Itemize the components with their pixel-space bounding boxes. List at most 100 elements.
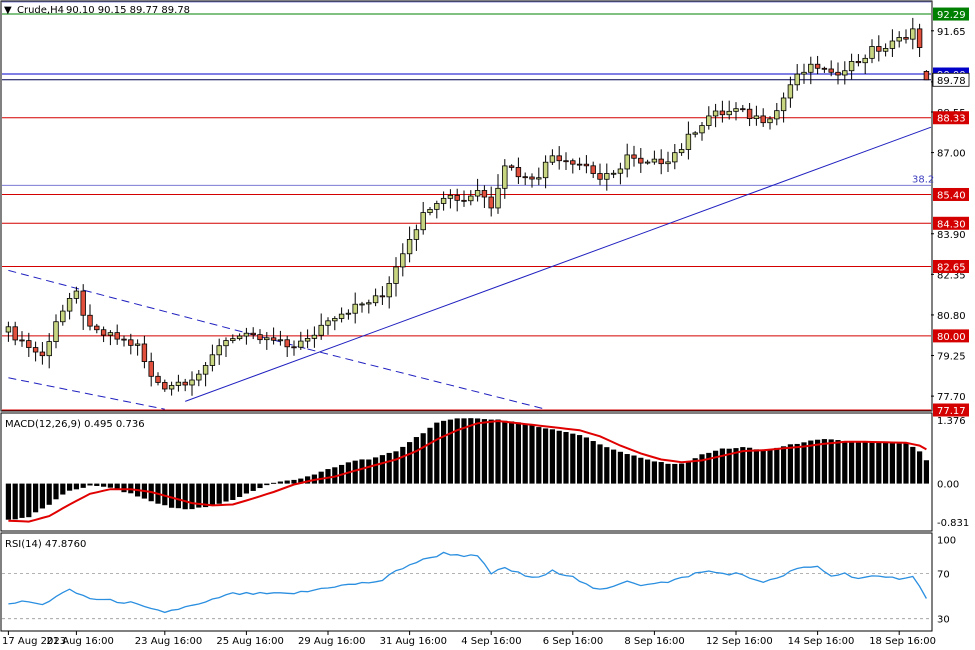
macd-bar-97 xyxy=(665,463,671,484)
candle-body-84 xyxy=(576,163,583,166)
macd-bar-54 xyxy=(373,457,379,484)
macd-bar-69 xyxy=(475,418,481,484)
macd-panel-frame xyxy=(0,412,933,532)
candle-body-40 xyxy=(277,339,284,342)
candle-body-118 xyxy=(808,63,814,73)
macd-bar-47 xyxy=(325,469,331,484)
macd-bar-58 xyxy=(400,446,406,484)
candle-body-103 xyxy=(706,115,712,126)
rsi-tick-label-0: 100 xyxy=(937,536,956,547)
macd-bar-43 xyxy=(298,478,304,484)
candle-body-132 xyxy=(903,37,909,40)
candle-body-111 xyxy=(760,115,766,124)
macd-bar-101 xyxy=(692,458,698,484)
candle-body-104 xyxy=(712,110,719,117)
candle-body-91 xyxy=(624,154,630,170)
macd-bar-35 xyxy=(243,483,249,494)
candle-body-59 xyxy=(406,239,413,255)
macd-bar-53 xyxy=(366,459,372,484)
level-tag-4 xyxy=(933,187,969,201)
macd-bar-51 xyxy=(352,460,358,484)
level-tag-7 xyxy=(933,329,969,343)
candle-body-6 xyxy=(46,341,52,357)
macd-bar-68 xyxy=(468,418,474,484)
candle-body-98 xyxy=(672,152,678,163)
level-tag-label-8: 77.17 xyxy=(937,406,966,417)
price-tick-label-8: 77.70 xyxy=(937,392,966,403)
macd-bar-13 xyxy=(94,483,100,486)
candle-body-96 xyxy=(658,158,664,165)
candle-body-17 xyxy=(121,338,127,341)
candle-body-131 xyxy=(896,37,902,42)
candle-body-12 xyxy=(87,314,93,327)
fibo-label-0: 50.0 xyxy=(912,0,934,2)
macd-bar-135 xyxy=(923,460,929,484)
candle-body-114 xyxy=(780,97,787,112)
macd-bar-36 xyxy=(250,483,256,491)
macd-bar-116 xyxy=(794,443,800,484)
macd-bar-115 xyxy=(787,444,793,484)
time-tick-label-9: 12 Sep 16:00 xyxy=(706,636,773,647)
candle-body-67 xyxy=(461,199,467,202)
candle-body-99 xyxy=(678,149,685,154)
price-tick-label-0: 91.65 xyxy=(937,27,966,38)
candle-body-88 xyxy=(604,173,610,180)
macd-bar-56 xyxy=(386,452,392,484)
candle-body-102 xyxy=(699,125,705,134)
macd-bar-109 xyxy=(747,447,753,484)
rsi-title: RSI(14) 47.8760 xyxy=(5,539,86,550)
macd-bar-104 xyxy=(713,450,719,484)
macd-bar-127 xyxy=(869,441,875,484)
candle-body-16 xyxy=(114,332,120,340)
level-tag-label-2: 89.78 xyxy=(937,76,966,87)
trendline-channel-upper xyxy=(8,269,308,350)
candle-body-116 xyxy=(794,73,800,86)
chart-menu-triangle-icon[interactable]: ▼ xyxy=(4,5,12,16)
candle-body-21 xyxy=(148,361,154,377)
price-panel-frame xyxy=(0,0,933,412)
macd-bar-123 xyxy=(842,441,848,484)
candle-body-22 xyxy=(155,375,161,383)
candle-body-38 xyxy=(264,337,270,341)
candle-body-73 xyxy=(502,165,508,189)
macd-bar-122 xyxy=(835,440,841,484)
macd-bar-126 xyxy=(862,441,868,484)
macd-bar-87 xyxy=(597,444,603,484)
candle-body-14 xyxy=(100,329,107,336)
candle-body-66 xyxy=(454,194,460,201)
macd-bar-105 xyxy=(719,448,725,484)
level-tag-label-6: 82.65 xyxy=(937,262,966,273)
candles-layer xyxy=(5,17,930,396)
candle-body-85 xyxy=(583,163,590,167)
candle-body-47 xyxy=(325,320,331,326)
macd-bar-42 xyxy=(291,479,297,484)
macd-signal-line xyxy=(8,419,927,523)
macd-tick-label-2: -0.831 xyxy=(937,518,969,529)
macd-bar-92 xyxy=(631,455,637,484)
price-tick-label-5: 82.35 xyxy=(937,270,966,281)
price-tick-label-6: 80.80 xyxy=(937,311,966,322)
candle-body-119 xyxy=(814,63,821,69)
macd-bar-133 xyxy=(910,446,916,484)
macd-bar-82 xyxy=(563,431,569,484)
candle-body-36 xyxy=(250,332,256,336)
level-tag-label-5: 84.30 xyxy=(937,219,966,230)
candle-body-5 xyxy=(39,351,46,357)
macd-bar-65 xyxy=(447,419,453,484)
macd-bar-111 xyxy=(760,450,766,484)
time-tick-label-0: 17 Aug 2023 xyxy=(2,636,66,647)
axis-layer: 91.6589.7088.5587.0083.9082.3580.8079.25… xyxy=(2,7,970,647)
level-tag-label-0: 92.29 xyxy=(937,10,966,21)
candle-body-61 xyxy=(420,212,426,231)
macd-bar-5 xyxy=(39,483,45,509)
macd-bar-75 xyxy=(515,422,521,484)
macd-bar-132 xyxy=(903,443,909,484)
macd-bar-100 xyxy=(685,461,691,484)
macd-bar-16 xyxy=(114,483,120,489)
macd-bar-9 xyxy=(67,483,73,491)
level-tag-3 xyxy=(933,111,969,125)
candle-body-39 xyxy=(270,337,277,341)
candle-body-101 xyxy=(692,132,698,135)
trendline-channel-upper-ext xyxy=(307,348,546,410)
